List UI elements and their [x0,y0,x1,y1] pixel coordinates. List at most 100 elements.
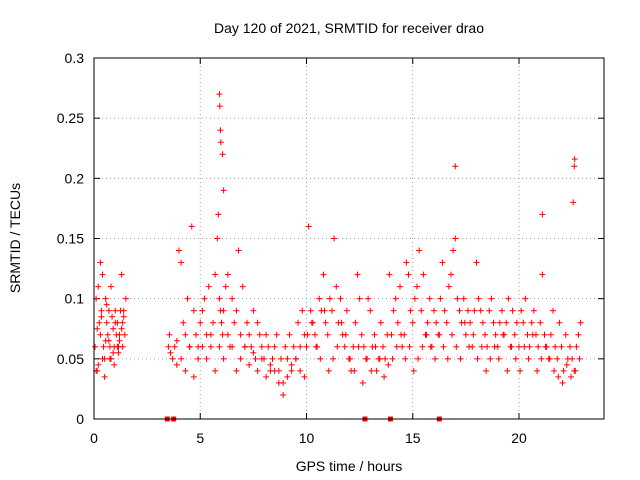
data-point [467,319,474,326]
data-point [503,319,510,326]
plot-frame [93,57,605,420]
chart-title: Day 120 of 2021, SRMTID for receiver dra… [214,20,484,36]
data-point [568,373,575,380]
data-point [120,307,127,314]
data-point [573,343,580,350]
x-axis-label: GPS time / hours [296,458,403,474]
x-tick-label: 10 [299,430,315,446]
data-point [443,319,450,326]
data-point [169,355,176,362]
data-point [190,307,197,314]
data-point [470,331,477,338]
data-point [488,295,495,302]
data-point [504,367,511,374]
data-point [237,331,244,338]
x-tick-label: 15 [405,430,421,446]
data-point [104,331,111,338]
data-point [351,367,358,374]
data-point [360,343,367,350]
data-point [355,343,362,350]
data-point [100,343,107,350]
data-point [569,355,576,362]
data-point [220,187,227,194]
data-point [576,355,583,362]
data-point [173,337,180,344]
data-point [295,319,301,326]
data-point [115,349,122,356]
data-point [453,343,460,350]
data-point [96,319,103,326]
data-point [334,343,341,350]
data-point [216,295,223,302]
data-point [218,319,225,326]
data-point [381,373,388,380]
data-point [297,367,304,374]
data-point [414,283,420,290]
data-point [235,247,242,254]
data-point [190,373,197,380]
data-point [452,163,459,170]
data-point [115,343,122,350]
data-point [325,367,332,374]
data-point [415,355,422,362]
data-point [171,343,178,350]
data-point [116,337,123,344]
data-point [411,295,418,302]
data-point [354,271,361,278]
data-point [530,307,537,314]
data-point [233,307,240,314]
y-tick-label: 0.1 [65,291,85,307]
data-point [184,295,191,302]
data-point [343,307,350,314]
data-point [297,343,304,350]
x-tick-label: 0 [90,430,98,446]
data-point [254,319,261,326]
data-point [484,343,491,350]
data-point [216,103,223,110]
data-point [462,331,469,338]
data-point [120,313,127,320]
data-point [304,331,311,338]
data-point [214,235,221,242]
data-point [101,373,108,380]
data-point [239,283,246,290]
grid [94,58,604,419]
data-point [207,331,214,338]
data-point [559,379,566,386]
data-point [368,367,375,374]
data-point [320,271,327,278]
data-point [402,355,409,362]
data-point [301,373,308,380]
data-point [550,307,556,314]
data-point [409,319,416,326]
data-point [372,343,379,350]
data-point [102,337,109,344]
data-point [308,319,315,326]
data-point [263,331,270,338]
data-point [407,307,414,314]
data-point [461,319,468,326]
y-tick-label: 0.15 [57,231,84,247]
data-point [288,367,295,374]
data-point [290,343,297,350]
data-point [466,343,473,350]
data-point [460,295,467,302]
data-point [397,283,403,290]
y-tick-label: 0 [76,411,84,427]
data-point [433,319,440,326]
data-point [487,355,494,362]
data-point [173,361,180,368]
data-point [111,361,118,368]
data-point [552,343,559,350]
data-point [280,391,287,398]
data-point [284,355,291,362]
ticks: 0 0.05 0.1 0.15 0.2 0.25 0.3 0 5 10 15 20 [57,50,604,446]
data-point [271,367,278,374]
data-point [331,235,338,242]
data-point [326,295,333,302]
data-point [165,343,172,350]
data-point [263,373,270,380]
data-point [538,355,545,362]
data-point [333,283,340,290]
data-point [385,361,392,368]
